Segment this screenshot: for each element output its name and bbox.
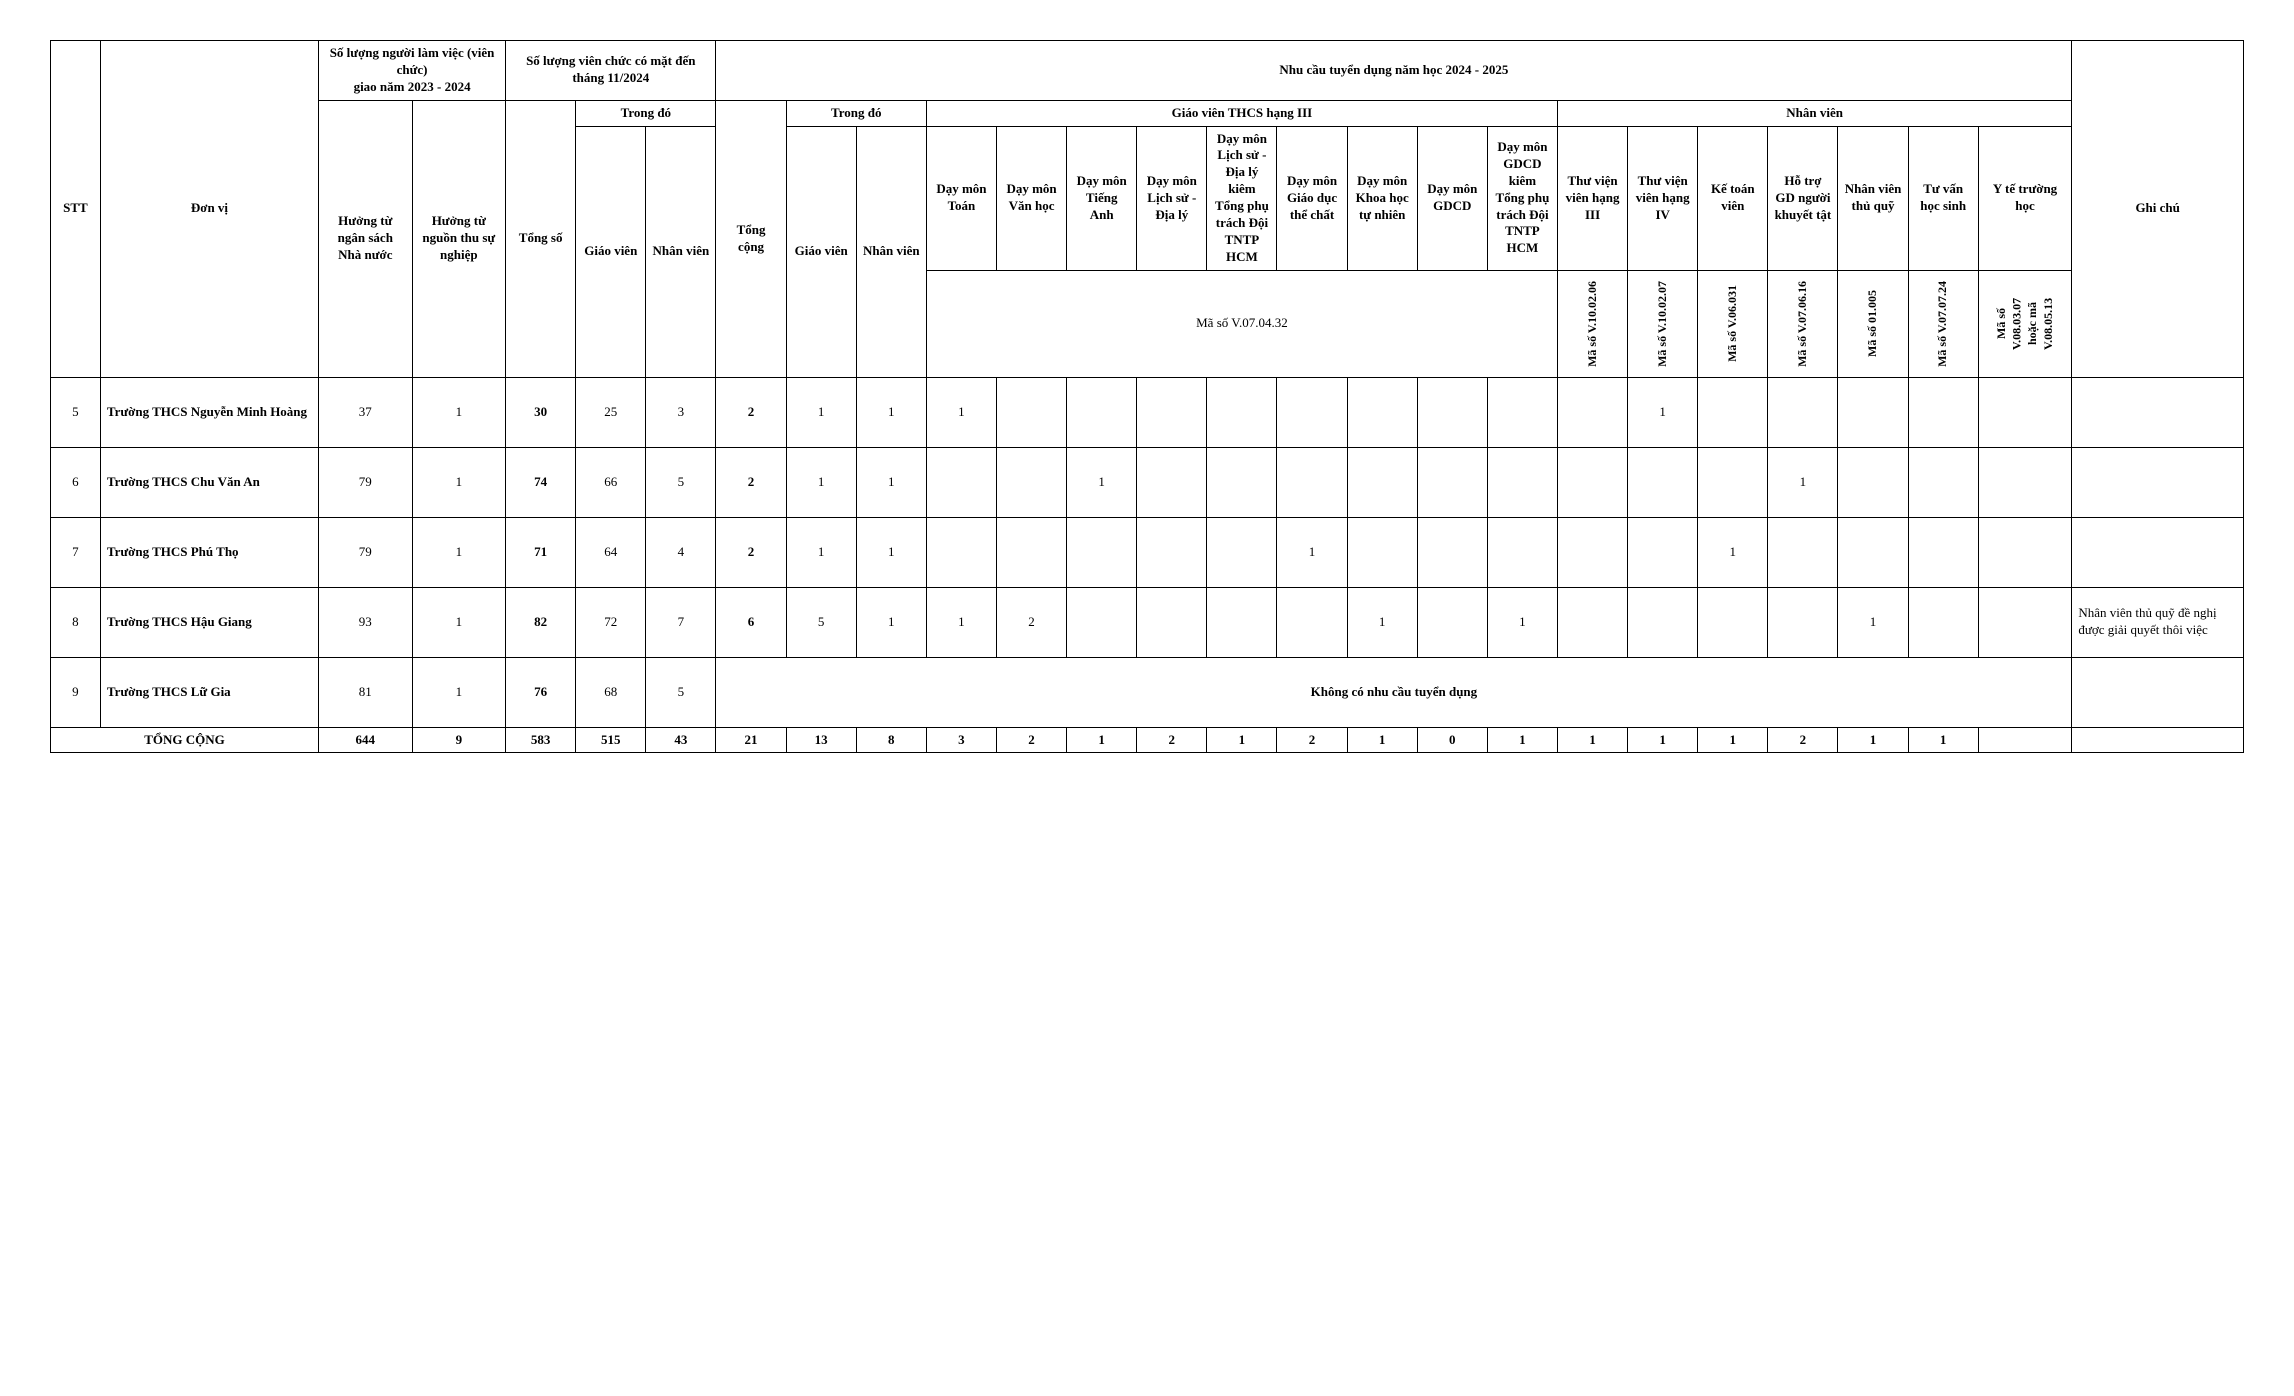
col-staff-tvhs: Tư vấn học sinh xyxy=(1908,126,1978,270)
code-tv4: Mã số V.10.02.07 xyxy=(1628,270,1698,377)
table-row: 6Trường THCS Chu Văn An7917466521111 xyxy=(51,447,2244,517)
col-tongso-1: Tổng số xyxy=(506,100,576,377)
col-nv-1: Nhân viên xyxy=(646,126,716,377)
code-yte: Mã số V.08.03.07 hoặc mã V.08.05.13 xyxy=(1978,270,2072,377)
table-row: 7Trường THCS Phú Thọ7917164421111 xyxy=(51,517,2244,587)
col-subj-khtn: Dạy môn Khoa học tự nhiên xyxy=(1347,126,1417,270)
table-header: STT Đơn vị Số lượng người làm việc (viên… xyxy=(51,41,2244,378)
col-staff-tv3: Thư viện viên hạng III xyxy=(1557,126,1627,270)
col-subj-toan: Dạy môn Toán xyxy=(926,126,996,270)
col-huong-sn: Hưởng từ nguồn thu sự nghiệp xyxy=(412,100,506,377)
group-sl-giao: Số lượng người làm việc (viên chức) giao… xyxy=(319,41,506,101)
col-subj-lsdl-tntp: Dạy môn Lịch sử - Địa lý kiêm Tổng phụ t… xyxy=(1207,126,1277,270)
col-staff-tv4: Thư viện viên hạng IV xyxy=(1628,126,1698,270)
group-trongdo-1: Trong đó xyxy=(576,100,716,126)
col-subj-van: Dạy môn Văn học xyxy=(996,126,1066,270)
group-sl-comat: Số lượng viên chức có mặt đến tháng 11/2… xyxy=(506,41,716,101)
col-stt: STT xyxy=(51,41,101,378)
code-gdkt: Mã số V.07.06.16 xyxy=(1768,270,1838,377)
col-huong-ns: Hưởng từ ngân sách Nhà nước xyxy=(319,100,413,377)
table-row: 8Trường THCS Hậu Giang9318272765112111Nh… xyxy=(51,587,2244,657)
col-subj-gdcd-tntp: Dạy môn GDCD kiêm Tổng phụ trách Đội TNT… xyxy=(1487,126,1557,270)
col-staff-tq: Nhân viên thủ quỹ xyxy=(1838,126,1908,270)
col-staff-yte: Y tế trường học xyxy=(1978,126,2072,270)
col-subj-gdtc: Dạy môn Giáo dục thể chất xyxy=(1277,126,1347,270)
code-gv: Mã số V.07.04.32 xyxy=(926,270,1557,377)
col-donvi: Đơn vị xyxy=(100,41,318,378)
table-row-no-recruit: 9Trường THCS Lữ Gia81176685Không có nhu … xyxy=(51,657,2244,727)
no-recruit-message: Không có nhu cầu tuyển dụng xyxy=(716,657,2072,727)
code-tvhs: Mã số V.07.07.24 xyxy=(1908,270,1978,377)
recruitment-table: STT Đơn vị Số lượng người làm việc (viên… xyxy=(50,40,2244,753)
col-staff-gdkt: Hỗ trợ GD người khuyết tật xyxy=(1768,126,1838,270)
code-ktv: Mã số V.06.031 xyxy=(1698,270,1768,377)
table-row-total: TỔNG CỘNG6449583515432113832121210111121… xyxy=(51,727,2244,753)
col-gv-1: Giáo viên xyxy=(576,126,646,377)
col-tongcong: Tổng cộng xyxy=(716,100,786,377)
code-tq: Mã số 01.005 xyxy=(1838,270,1908,377)
col-subj-anh: Dạy môn Tiếng Anh xyxy=(1067,126,1137,270)
col-gv-2: Giáo viên xyxy=(786,126,856,377)
col-staff-ktv: Kế toán viên xyxy=(1698,126,1768,270)
group-gvthcs: Giáo viên THCS hạng III xyxy=(926,100,1557,126)
table-body: 5Trường THCS Nguyễn Minh Hoàng3713025321… xyxy=(51,377,2244,753)
col-ghichu: Ghi chú xyxy=(2072,41,2244,378)
code-tv3: Mã số V.10.02.06 xyxy=(1557,270,1627,377)
group-trongdo-2: Trong đó xyxy=(786,100,926,126)
group-nhanvien: Nhân viên xyxy=(1557,100,2071,126)
table-row: 5Trường THCS Nguyễn Minh Hoàng3713025321… xyxy=(51,377,2244,447)
col-subj-gdcd: Dạy môn GDCD xyxy=(1417,126,1487,270)
group-nhucau: Nhu cầu tuyển dụng năm học 2024 - 2025 xyxy=(716,41,2072,101)
col-nv-2: Nhân viên xyxy=(856,126,926,377)
col-subj-lsdl: Dạy môn Lịch sử - Địa lý xyxy=(1137,126,1207,270)
